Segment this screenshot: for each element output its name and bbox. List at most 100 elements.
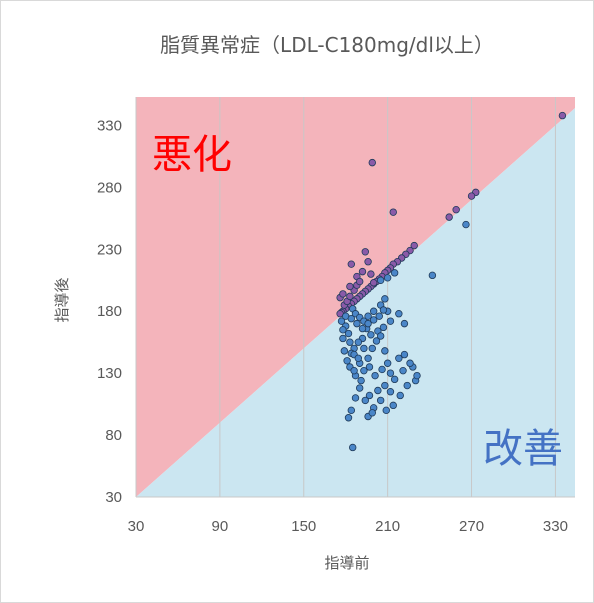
data-point <box>347 260 356 268</box>
data-point <box>369 316 378 324</box>
data-point <box>344 414 353 422</box>
y-tick-label: 30 <box>105 489 122 506</box>
data-point <box>365 363 374 371</box>
data-point <box>413 371 421 380</box>
worse-region-label: 悪化 <box>152 132 232 178</box>
y-tick-label: 280 <box>97 179 122 196</box>
data-point <box>361 248 369 256</box>
data-point <box>383 274 392 282</box>
data-point <box>368 158 376 167</box>
data-point <box>351 394 360 402</box>
y-tick-label: 130 <box>97 365 122 382</box>
data-point <box>389 401 397 410</box>
data-point <box>390 269 399 277</box>
data-point <box>360 366 368 375</box>
data-point <box>346 338 354 346</box>
data-point <box>347 406 356 415</box>
data-point <box>364 319 372 328</box>
data-point <box>558 111 567 120</box>
y-tick-label: 180 <box>97 303 122 320</box>
data-point <box>386 317 395 325</box>
data-point <box>372 337 381 345</box>
data-point <box>396 391 404 400</box>
data-point <box>390 375 399 384</box>
data-point <box>386 388 395 396</box>
y-tick-label: 330 <box>97 117 122 134</box>
data-point <box>395 354 403 363</box>
data-point <box>337 317 346 325</box>
data-point <box>355 277 364 286</box>
data-point <box>339 334 347 343</box>
data-point <box>399 366 407 375</box>
data-point <box>355 384 364 392</box>
data-point <box>395 310 403 318</box>
data-point <box>400 319 409 328</box>
data-point <box>354 338 362 346</box>
data-point <box>364 258 372 266</box>
data-point <box>381 347 389 355</box>
data-point <box>379 306 388 314</box>
data-point <box>360 344 368 353</box>
y-axis-label: 指導後 <box>53 277 71 322</box>
data-point <box>346 282 354 291</box>
data-point <box>369 307 378 315</box>
grid-lines <box>135 97 575 498</box>
data-point <box>368 344 376 353</box>
x-tick-label: 150 <box>291 518 316 535</box>
data-point <box>350 366 358 375</box>
data-point <box>386 369 395 377</box>
data-point <box>467 192 476 200</box>
data-point <box>410 241 418 250</box>
data-point <box>347 314 356 323</box>
y-tick-label: 230 <box>97 241 122 258</box>
data-point <box>403 381 411 390</box>
data-point <box>383 359 392 367</box>
data-point <box>358 324 367 333</box>
plot-area: 30 90 150 210 270 330 30 80 130 180 230 280 330 <box>97 97 575 535</box>
data-point <box>358 267 367 276</box>
data-point <box>339 326 347 334</box>
data-point <box>406 359 414 367</box>
data-point <box>349 443 357 452</box>
x-tick-label: 90 <box>212 518 229 535</box>
x-tick-label: 330 <box>543 518 568 535</box>
x-axis-ticks: 30 90 150 210 270 330 <box>128 518 568 535</box>
better-region-label: 改善 <box>483 426 563 472</box>
data-point <box>344 329 353 338</box>
data-point <box>400 350 409 359</box>
data-point <box>346 292 354 301</box>
data-point <box>379 323 388 332</box>
data-points <box>336 111 567 452</box>
data-point <box>368 409 376 417</box>
data-point <box>364 354 372 363</box>
data-point <box>462 220 470 229</box>
data-point <box>340 347 349 355</box>
x-tick-label: 210 <box>375 518 400 535</box>
data-point <box>382 406 390 415</box>
data-point <box>367 270 375 278</box>
data-point <box>343 357 351 365</box>
data-point <box>367 331 375 339</box>
data-point <box>365 391 374 400</box>
data-point <box>378 365 386 374</box>
data-point <box>339 290 347 298</box>
data-point <box>376 276 385 284</box>
data-point <box>428 271 437 280</box>
x-axis-label: 指導前 <box>324 554 369 572</box>
data-point <box>452 205 460 214</box>
data-point <box>354 354 362 363</box>
data-point <box>381 381 389 390</box>
data-point <box>357 376 365 385</box>
data-point <box>369 279 378 287</box>
data-point <box>361 396 369 405</box>
y-tick-label: 80 <box>105 427 122 444</box>
data-point <box>353 319 361 328</box>
data-point <box>381 295 389 303</box>
data-point <box>445 213 453 221</box>
x-tick-label: 270 <box>459 518 484 535</box>
chart-title: 脂質異常症（LDL-C180mg/dl以上） <box>160 33 494 57</box>
data-point <box>364 312 372 320</box>
data-point <box>375 312 383 320</box>
data-point <box>376 332 385 340</box>
